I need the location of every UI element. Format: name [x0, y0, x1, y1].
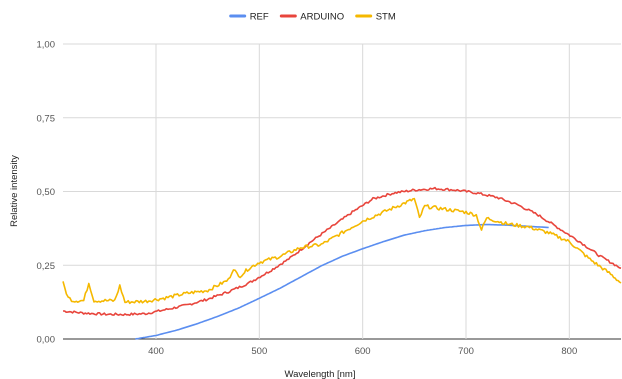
legend-label: ARDUINO: [300, 12, 344, 23]
series-line-ref: [135, 223, 549, 340]
y-tick-label: 1,00: [37, 40, 56, 51]
legend-label: REF: [250, 12, 269, 23]
x-tick-label: 700: [458, 346, 474, 357]
y-tick-label: 0,75: [37, 113, 56, 124]
series-line-stm: [62, 197, 622, 305]
grid: [63, 43, 621, 340]
legend-item-stm[interactable]: STM: [355, 12, 396, 23]
y-tick-label: 0,50: [37, 187, 56, 198]
x-tick-label: 500: [251, 346, 267, 357]
series-lines: [62, 186, 622, 340]
y-tick-label: 0,00: [37, 335, 56, 346]
y-tick-label: 0,25: [37, 261, 56, 272]
x-tick-label: 800: [561, 346, 577, 357]
legend-label: STM: [376, 12, 396, 23]
x-axis-label: Wavelength [nm]: [285, 369, 356, 379]
y-axis-label: Relative intensity: [9, 155, 20, 227]
x-tick-label: 400: [148, 346, 164, 357]
series-line-arduino: [63, 186, 622, 317]
tick-labels: 0,00 0,25 0,50 0,75 1,00 400 500 600 700 800: [37, 40, 578, 358]
x-tick-label: 600: [355, 346, 371, 357]
legend-item-ref[interactable]: REF: [229, 12, 269, 23]
legend-item-arduino[interactable]: ARDUINO: [279, 12, 344, 23]
legend[interactable]: REF ARDUINO STM: [229, 12, 396, 23]
